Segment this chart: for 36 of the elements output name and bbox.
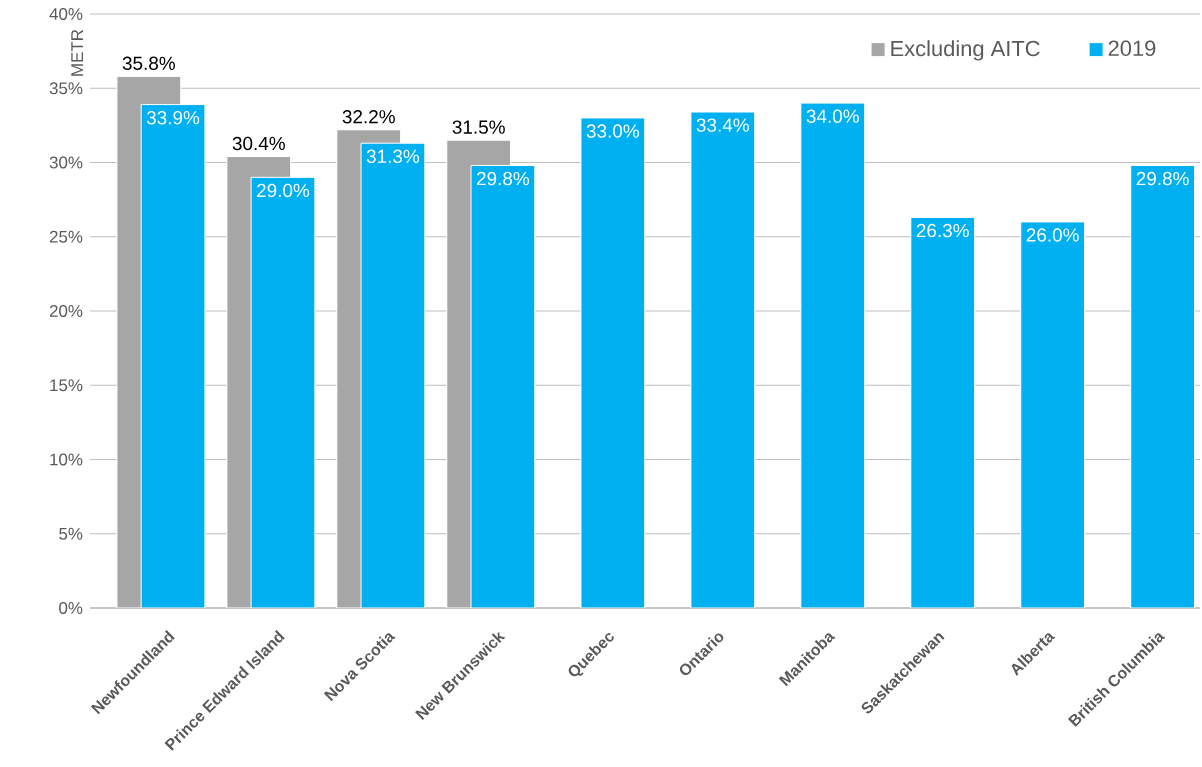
data-label: 29.0% (257, 183, 310, 198)
bar (360, 142, 426, 608)
data-label: 26.0% (1026, 228, 1079, 242)
data-label: 31.5% (452, 120, 505, 134)
data-label: 33.4% (696, 118, 749, 132)
bar (580, 117, 646, 608)
bar (250, 176, 316, 608)
y-axis-title: METR (71, 29, 83, 76)
y-tick-label: 0% (59, 602, 83, 614)
y-tick-label: 25% (49, 230, 83, 243)
data-label: 32.2% (342, 110, 395, 124)
y-tick-label: 15% (50, 379, 83, 392)
bar (140, 104, 206, 608)
y-tick-label: 20% (49, 305, 83, 317)
legend-label: 2019 (1108, 40, 1156, 56)
data-label: 29.8% (1136, 171, 1189, 186)
data-label: 31.3% (366, 149, 420, 163)
y-tick-label: 10% (50, 453, 83, 466)
bar (1020, 221, 1086, 608)
data-label: 35.8% (122, 56, 175, 70)
y-tick-label: 5% (59, 527, 83, 540)
data-label: 30.4% (232, 136, 285, 151)
y-tick-label: 35% (49, 82, 83, 95)
bar (690, 111, 756, 608)
bar (910, 216, 976, 608)
data-label: 26.3% (916, 223, 969, 238)
y-tick-label: 30% (49, 156, 83, 169)
bar (1130, 164, 1196, 608)
data-label: 33.9% (146, 110, 200, 125)
bar (470, 164, 536, 608)
y-tick-label: 40% (49, 8, 83, 20)
bar (800, 102, 866, 608)
data-label: 33.0% (586, 124, 639, 138)
data-label: 34.0% (806, 109, 859, 123)
legend-label: Excluding AITC (891, 40, 1040, 61)
data-label: 29.8% (476, 171, 530, 186)
